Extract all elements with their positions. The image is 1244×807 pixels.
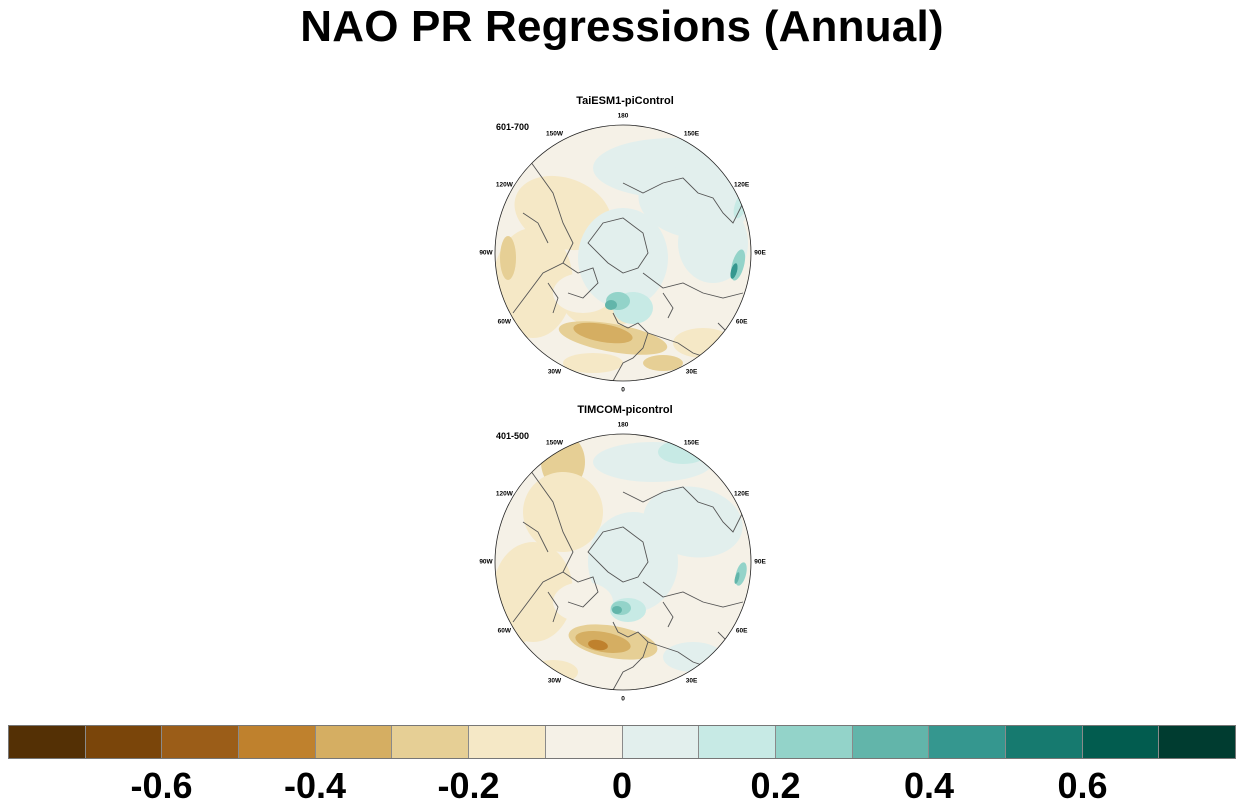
anomaly-contour [588, 639, 608, 651]
coastline [547, 591, 559, 623]
longitude-label: 120E [734, 181, 750, 188]
coastline [642, 272, 744, 299]
longitude-label: 150E [683, 439, 700, 447]
longitude-label: 150E [683, 130, 700, 138]
anomaly-contour [643, 355, 683, 371]
coastline [662, 292, 674, 319]
longitude-label: 0 [621, 386, 625, 394]
colorbar-segment [85, 726, 163, 758]
polar-stereographic-map [494, 433, 752, 691]
longitude-label: 60E [735, 318, 748, 325]
coastline [647, 332, 709, 359]
map-boundary [494, 124, 752, 382]
panel-title: TaiESM1-piControl [576, 95, 674, 107]
coastline [512, 157, 574, 314]
longitude-label: 30E [685, 677, 698, 685]
period-label: 401-500 [496, 431, 530, 441]
colorbar-tick-label: -0.2 [437, 765, 500, 806]
coastline [587, 526, 649, 583]
colorbar-tick-label: -0.6 [130, 765, 193, 806]
coastline [562, 262, 599, 299]
panel-title: TIMCOM-picontrol [577, 404, 673, 416]
anomaly-contour [678, 203, 748, 283]
colorbar-segment [9, 726, 86, 758]
anomaly-contour [500, 236, 516, 280]
longitude-label: 90E [754, 558, 766, 566]
colorbar-segment [239, 726, 316, 758]
coastline [642, 581, 744, 608]
anomaly-contour [573, 322, 633, 344]
colorbar-segment [162, 726, 240, 758]
coastline [647, 641, 709, 668]
coastline [547, 282, 559, 314]
coastline [622, 486, 744, 533]
coastline [587, 217, 649, 274]
anomaly-contour [523, 472, 603, 552]
map-boundary [494, 433, 752, 691]
coastline [562, 571, 599, 608]
colorbar-segment [622, 726, 700, 758]
colorbar-segment [545, 726, 623, 758]
colorbar-segment [469, 726, 546, 758]
coastline [522, 212, 549, 244]
colorbar-segment [315, 726, 393, 758]
period-label: 601-700 [496, 122, 530, 132]
longitude-label: 150W [546, 439, 563, 447]
anomaly-contour [553, 582, 613, 622]
anomaly-contour [734, 572, 740, 584]
map-panel-taiesm1: TaiESM1-piControl 601-700 180 150E 120E 90E… [470, 95, 780, 395]
colorbar-tick-label: 0.4 [903, 765, 955, 806]
polar-stereographic-map [494, 124, 752, 382]
colorbar-tick-label: 0.6 [1057, 765, 1108, 806]
colorbar-segment [392, 726, 470, 758]
anomaly-contour [563, 353, 623, 373]
longitude-label: 90W [479, 558, 493, 566]
figure-title: NAO PR Regressions (Annual) [300, 2, 944, 51]
colorbar-tick-label: 0 [611, 765, 633, 806]
longitude-label: 60W [497, 627, 512, 634]
colorbar-segment [852, 726, 930, 758]
anomaly-contour [673, 328, 733, 358]
coastline [622, 177, 744, 224]
coastline [512, 466, 574, 623]
longitude-label: 90E [754, 249, 766, 257]
longitude-label: 150W [546, 130, 563, 138]
anomaly-contour [612, 606, 622, 614]
colorbar-segment [775, 726, 853, 758]
longitude-label: 120W [495, 490, 513, 497]
longitude-label: 90W [479, 249, 493, 257]
longitude-label: 60E [735, 627, 748, 634]
colorbar [8, 725, 1236, 759]
colorbar-tick-label: -0.4 [283, 765, 347, 806]
anomaly-contour [605, 300, 617, 310]
colorbar-segment [929, 726, 1006, 758]
longitude-label: 120W [495, 181, 513, 188]
longitude-label: 120E [734, 490, 750, 497]
longitude-label: 180 [617, 421, 629, 429]
anomaly-contour [588, 512, 678, 612]
longitude-label: 30W [547, 677, 562, 685]
longitude-label: 0 [621, 695, 625, 703]
colorbar-segment [1159, 726, 1235, 758]
colorbar-segment [699, 726, 776, 758]
coastline [662, 601, 674, 628]
colorbar-segment [1005, 726, 1083, 758]
colorbar-tick-label: 0.2 [750, 765, 801, 806]
anomaly-contour [578, 208, 668, 308]
map-panel-timcom: TIMCOM-picontrol 401-500 180 150E 120E 90E 6… [470, 404, 780, 704]
coastline [522, 521, 549, 553]
longitude-label: 60W [497, 318, 512, 325]
anomaly-contour [663, 642, 723, 672]
longitude-label: 30E [685, 368, 698, 376]
colorbar-segment [1082, 726, 1160, 758]
longitude-label: 30W [547, 368, 562, 376]
longitude-label: 180 [617, 112, 629, 120]
anomaly-contour [730, 263, 738, 279]
